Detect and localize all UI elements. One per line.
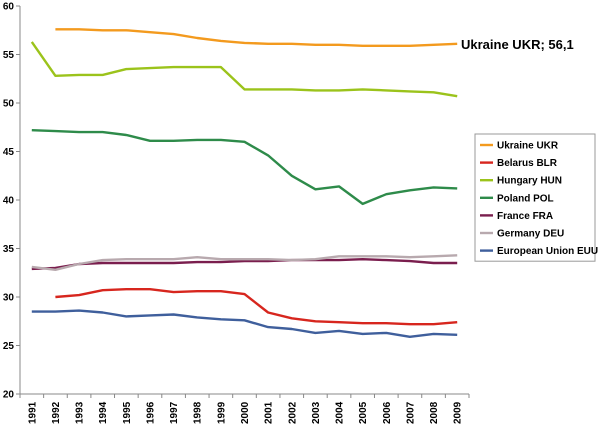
series-line-belarus-blr	[55, 288, 458, 326]
x-tick-label: 2002	[287, 401, 298, 424]
x-tick-label: 1995	[122, 401, 133, 424]
x-tick-label: 1994	[98, 401, 109, 424]
x-tick-label: 2001	[264, 401, 275, 424]
x-tick-label: 1996	[145, 401, 156, 424]
series-lines	[30, 28, 458, 338]
x-tick-label: 2008	[429, 401, 440, 424]
y-tick-label: 25	[3, 341, 15, 352]
y-tick-label: 40	[3, 196, 15, 207]
x-tick-label: 1993	[75, 401, 86, 424]
series-line-poland-pol	[31, 129, 458, 206]
x-tick-label: 2006	[382, 401, 393, 424]
legend: Ukraine UKR Belarus BLR Hungary HUN Poland …	[474, 133, 598, 262]
legend-box	[474, 133, 596, 262]
legend-label: Poland POL	[497, 193, 554, 204]
ukraine-callout-label: Ukraine UKR; 56,1	[461, 37, 574, 52]
x-tick-label: 1999	[216, 401, 227, 424]
axes	[16, 5, 470, 398]
y-tick-labels: 20 25 30 35 40 45 50 55 60	[3, 2, 15, 401]
x-tick-label: 2003	[311, 401, 322, 424]
x-tick-label: 1997	[169, 401, 180, 424]
x-tick-label: 1998	[193, 401, 204, 424]
y-tick-label: 35	[3, 244, 15, 255]
x-tick-label: 1992	[51, 401, 62, 424]
y-tick-label: 30	[3, 293, 15, 304]
series-line-france-fra	[31, 258, 458, 271]
series-line-germany-deu	[31, 254, 458, 271]
y-tick-label: 50	[3, 99, 15, 110]
y-tick-label: 60	[3, 2, 15, 13]
x-tick-label: 2009	[453, 401, 464, 424]
x-tick-label: 2000	[240, 401, 251, 424]
x-tick-labels: 1991 1992 1993 1994 1995 1996 1997 1998 1999 2000…	[27, 401, 463, 424]
legend-label: Belarus BLR	[497, 158, 558, 169]
y-tick-label: 45	[3, 147, 15, 158]
legend-label: Hungary HUN	[497, 176, 562, 187]
legend-label: European Union EUU	[497, 246, 598, 257]
legend-label: Germany DEU	[497, 229, 564, 240]
series-line-european-union-euu	[31, 309, 458, 338]
series-line-hungary-hun	[30, 41, 458, 98]
x-tick-label: 2004	[335, 401, 346, 424]
series-line-ukraine-ukr	[55, 28, 458, 47]
legend-label: France FRA	[497, 211, 553, 222]
legend-label: Ukraine UKR	[497, 141, 559, 152]
x-tick-label: 2007	[405, 401, 416, 424]
y-tick-label: 55	[3, 50, 15, 61]
x-tick-label: 1991	[27, 401, 38, 424]
x-tick-label: 2005	[358, 401, 369, 424]
y-tick-label: 20	[3, 390, 15, 401]
